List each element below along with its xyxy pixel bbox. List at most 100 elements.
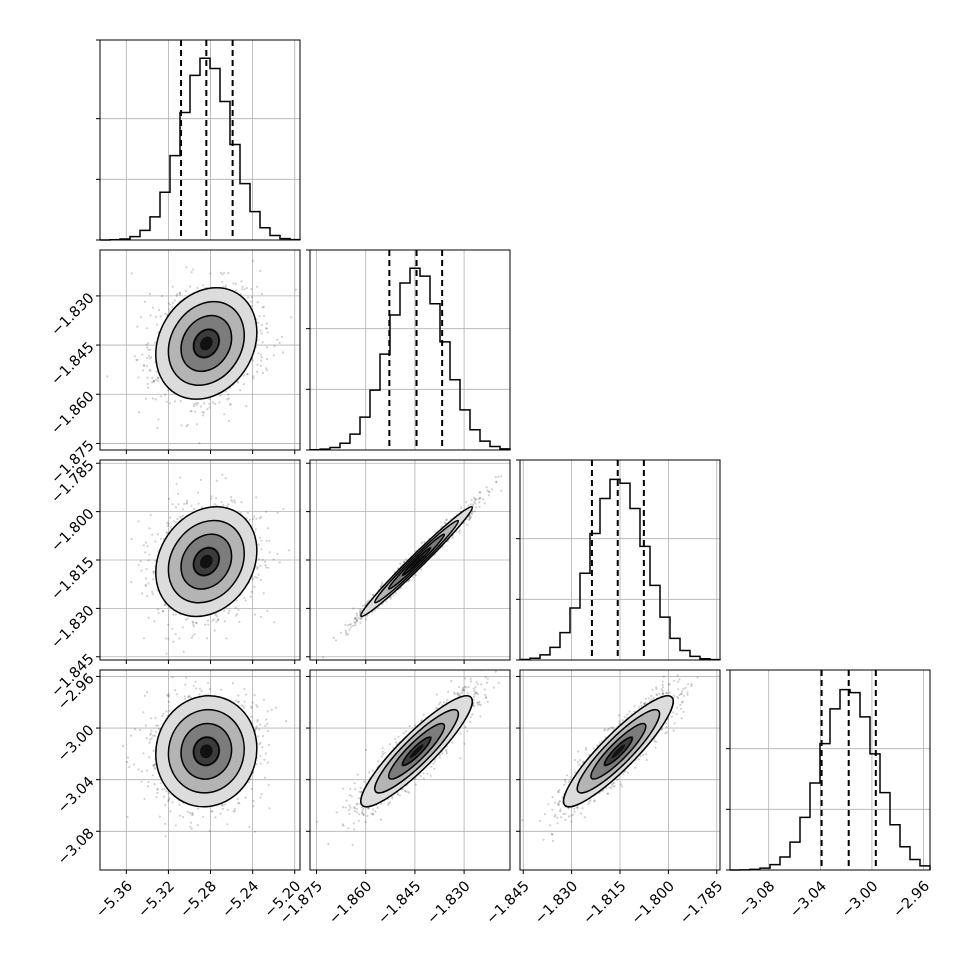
- sample-point: [556, 822, 559, 825]
- sample-point: [278, 561, 281, 564]
- sample-point: [259, 762, 262, 765]
- sample-point: [354, 617, 357, 620]
- sample-point: [358, 610, 361, 614]
- sample-point: [362, 813, 365, 817]
- sample-point: [476, 692, 479, 696]
- sample-point: [231, 500, 234, 503]
- sample-point: [144, 551, 147, 554]
- sample-point: [638, 706, 641, 709]
- sample-point: [155, 796, 158, 799]
- sample-point: [248, 825, 251, 829]
- sample-point: [356, 773, 359, 776]
- sample-point: [227, 271, 230, 275]
- sample-point: [483, 688, 486, 691]
- sample-point: [164, 637, 167, 640]
- sample-point: [345, 633, 348, 636]
- sample-point: [238, 802, 241, 805]
- sample-point: [202, 411, 205, 414]
- sample-point: [184, 697, 187, 700]
- sample-point: [261, 371, 264, 375]
- sample-point: [647, 697, 650, 700]
- sample-point: [167, 799, 170, 803]
- sample-point: [163, 787, 166, 791]
- sample-point: [171, 301, 174, 304]
- sample-point: [459, 732, 462, 735]
- sample-point: [624, 770, 627, 773]
- sample-point: [167, 798, 170, 801]
- sample-point: [351, 843, 354, 846]
- sample-point: [332, 636, 335, 640]
- sample-point: [474, 502, 477, 505]
- sample-point: [169, 516, 172, 519]
- sample-point: [469, 516, 472, 519]
- contour-3-1-1: [387, 722, 446, 780]
- sample-point: [394, 741, 398, 744]
- sample-point: [144, 541, 148, 544]
- sample-point: [224, 284, 227, 287]
- sample-point: [237, 701, 240, 704]
- sample-point: [143, 365, 146, 368]
- sample-point: [240, 501, 243, 504]
- sample-point: [264, 510, 267, 513]
- sample-point: [469, 680, 473, 683]
- sample-point: [262, 698, 265, 701]
- sample-point: [231, 682, 234, 685]
- sample-point: [154, 731, 157, 734]
- sample-point: [521, 819, 524, 822]
- sample-point: [264, 367, 268, 370]
- contour-2-1-1: [387, 533, 446, 590]
- sample-point: [377, 760, 380, 763]
- sample-point: [220, 688, 223, 691]
- sample-point: [185, 425, 188, 428]
- scatter-panel-3-0: [96, 669, 301, 874]
- sample-point: [180, 424, 183, 427]
- sample-point: [156, 788, 159, 791]
- sample-point: [680, 692, 683, 696]
- sample-point: [148, 741, 151, 745]
- sample-point: [573, 758, 577, 762]
- sample-point: [143, 797, 146, 800]
- sample-point: [551, 808, 554, 811]
- sample-point: [243, 288, 246, 291]
- sample-point: [474, 497, 477, 500]
- sample-point: [465, 500, 468, 504]
- sample-point: [144, 397, 148, 400]
- sample-point: [359, 786, 362, 789]
- contour-2-0-0: [192, 547, 220, 577]
- sample-point: [208, 402, 211, 405]
- sample-point: [259, 329, 262, 332]
- sample-point: [256, 718, 259, 722]
- contour-2-1-3: [360, 506, 474, 618]
- sample-point: [472, 687, 475, 690]
- sample-point: [462, 688, 465, 691]
- sample-point: [661, 686, 665, 689]
- sample-point: [485, 696, 488, 699]
- sample-point: [276, 511, 279, 514]
- sample-point: [266, 527, 269, 530]
- sample-point: [153, 620, 156, 623]
- sample-point: [611, 785, 614, 788]
- sample-point: [268, 551, 271, 554]
- sample-point: [174, 689, 177, 692]
- sample-point: [245, 373, 248, 376]
- sample-point: [244, 599, 247, 602]
- sample-point: [618, 722, 621, 725]
- sample-point: [360, 617, 363, 621]
- sample-point: [242, 374, 246, 377]
- sample-point: [367, 807, 370, 810]
- sample-point: [234, 614, 237, 617]
- sample-point: [184, 289, 188, 292]
- sample-point: [268, 539, 271, 542]
- sample-point: [252, 375, 255, 378]
- sample-point: [445, 750, 448, 753]
- sample-point: [133, 763, 136, 766]
- sample-point: [576, 760, 579, 763]
- sample-point: [407, 580, 410, 583]
- sample-point: [686, 693, 689, 696]
- sample-point: [603, 729, 606, 732]
- sample-point: [215, 620, 218, 623]
- sample-point: [566, 774, 569, 777]
- sample-point: [463, 742, 466, 745]
- sample-point: [476, 683, 479, 686]
- sample-point: [234, 501, 237, 504]
